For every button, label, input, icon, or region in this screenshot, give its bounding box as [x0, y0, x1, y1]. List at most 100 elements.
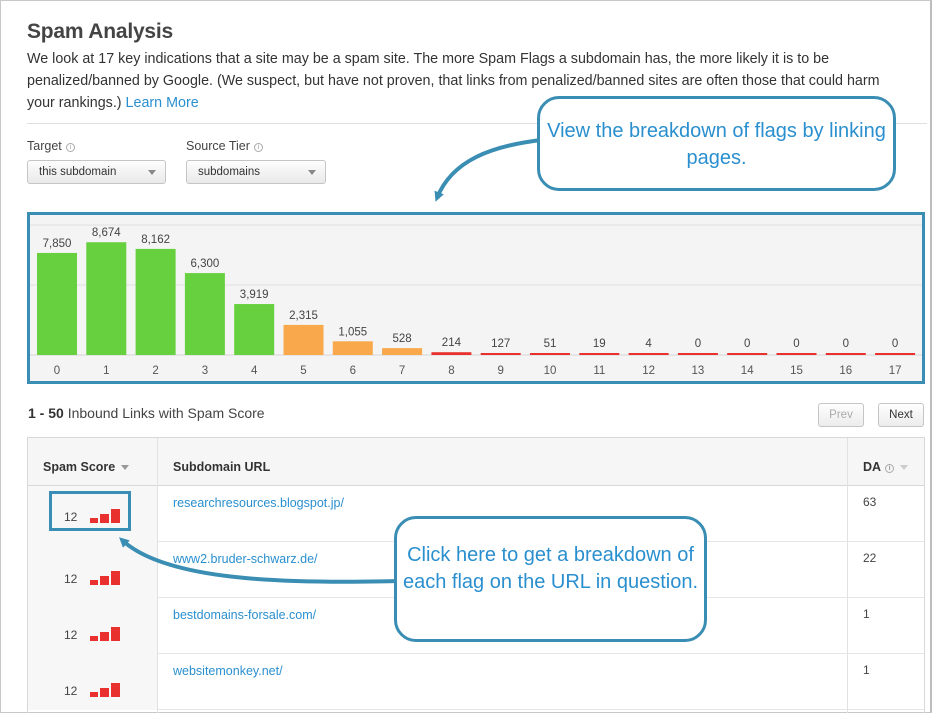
spam-score-highlight-box [49, 491, 131, 531]
chart-data-label: 8,162 [141, 234, 170, 246]
chart-bar[interactable] [234, 304, 275, 355]
callout-url-breakdown: Click here to get a breakdown of each fl… [394, 516, 707, 642]
chart-data-label: 3,919 [240, 289, 269, 301]
chart-bar[interactable] [135, 248, 176, 355]
chart-tick-label: 9 [497, 365, 503, 377]
table-header: Spam Score Subdomain URL DA i [28, 438, 924, 486]
intro-text: We look at 17 key indications that a sit… [27, 51, 880, 111]
target-select-value: this subdomain [39, 166, 117, 178]
chart-tick-label: 3 [202, 365, 208, 377]
chart-bar[interactable] [382, 348, 423, 355]
page-title: Spam Analysis [27, 20, 174, 43]
info-icon[interactable]: i [65, 143, 75, 152]
subdomain-url-link[interactable]: websitemonkey.net/ [173, 664, 283, 678]
domain-authority-value: 1 [863, 607, 870, 621]
intro-paragraph: We look at 17 key indications that a sit… [27, 48, 907, 114]
chart-tick-label: 11 [593, 365, 605, 377]
target-label: Target i [27, 139, 75, 153]
domain-authority-value: 1 [863, 663, 870, 677]
subdomain-url-link[interactable]: bestdomains-forsale.com/ [173, 608, 317, 622]
learn-more-link[interactable]: Learn More [125, 95, 199, 111]
spam-score-cell[interactable]: 12 [28, 542, 157, 598]
chart-data-label: 2,315 [289, 310, 318, 322]
spam-score-bars-icon[interactable] [90, 509, 122, 523]
spam-score-value: 12 [64, 684, 78, 698]
source-tier-select-value: subdomains [198, 166, 261, 178]
chart-bar[interactable] [431, 352, 472, 355]
subdomain-url-link[interactable]: researchresources.blogspot.jp/ [173, 496, 344, 510]
chart-data-label: 7,850 [43, 238, 72, 250]
source-tier-label: Source Tier i [186, 139, 263, 153]
spam-score-column-header[interactable]: Spam Score [43, 460, 130, 474]
chart-bar[interactable] [628, 353, 669, 355]
list-range: 1 - 50 [28, 405, 64, 421]
divider [27, 123, 927, 124]
source-tier-select[interactable]: subdomains [186, 160, 326, 184]
subdomain-url-link[interactable]: www2.bruder-schwarz.de/ [173, 552, 318, 566]
sort-icon[interactable] [121, 465, 130, 470]
list-title-text: Inbound Links with Spam Score [67, 405, 265, 421]
chart-bar[interactable] [86, 242, 127, 355]
chart-tick-label: 1 [103, 365, 109, 377]
url-column-header[interactable]: Subdomain URL [173, 460, 270, 474]
chart-tick-label: 8 [448, 365, 454, 377]
chart-data-label: 0 [892, 338, 898, 350]
chart-bar[interactable] [579, 353, 620, 355]
chart-bar[interactable] [776, 353, 817, 355]
spam-score-bars-icon[interactable] [90, 627, 122, 641]
chart-data-label: 8,674 [92, 227, 121, 239]
chart-bar[interactable] [184, 273, 225, 355]
chart-bar[interactable] [530, 353, 570, 355]
chart-tick-label: 15 [790, 365, 803, 377]
table-row: 12 websitemonkey.net/1 [28, 654, 924, 710]
chart-data-label: 51 [544, 338, 557, 350]
chart-bar[interactable] [332, 341, 373, 355]
chart-bar[interactable] [480, 353, 521, 355]
chart-tick-label: 2 [152, 365, 158, 377]
chart-bar[interactable] [875, 353, 916, 355]
chart-data-label: 214 [442, 337, 462, 349]
info-icon[interactable]: i [885, 464, 895, 473]
spam-score-value: 12 [64, 510, 78, 524]
chart-tick-label: 4 [251, 365, 258, 377]
domain-authority-value: 63 [863, 495, 877, 509]
chart-data-label: 6,300 [191, 258, 220, 270]
da-column-header[interactable]: DA i [863, 460, 909, 474]
chart-data-label: 1,055 [338, 326, 367, 338]
target-label-text: Target [27, 139, 62, 153]
chart-tick-label: 14 [741, 365, 754, 377]
chart-data-label: 0 [744, 338, 750, 350]
chart-bar[interactable] [283, 324, 324, 355]
chart-tick-label: 7 [399, 365, 405, 377]
spam-score-bars-icon[interactable] [90, 571, 122, 585]
sort-icon[interactable] [900, 465, 909, 470]
chart-data-label: 0 [793, 338, 799, 350]
url-header-label: Subdomain URL [173, 460, 271, 474]
chart-data-label: 0 [843, 338, 849, 350]
spam-score-cell[interactable]: 12 [28, 598, 157, 654]
prev-button[interactable]: Prev [818, 403, 864, 427]
chart-data-label: 19 [593, 338, 606, 350]
info-icon[interactable]: i [253, 143, 263, 152]
spam-score-bars-icon[interactable] [90, 683, 122, 697]
chart-bar[interactable] [677, 353, 718, 355]
spam-score-header-label: Spam Score [43, 460, 116, 474]
chart-tick-label: 6 [350, 365, 356, 377]
chart-tick-label: 5 [300, 365, 306, 377]
chart-bar[interactable] [37, 252, 77, 355]
spam-score-value: 12 [64, 572, 78, 586]
spam-flags-chart: 7,850 0 8,674 1 8,162 2 6,300 3 3,919 4 2,315 5 1,05… [27, 212, 925, 384]
chart-bar[interactable] [727, 353, 768, 355]
column-divider [847, 438, 848, 713]
spam-score-cell[interactable]: 12 [28, 654, 157, 710]
column-divider [157, 438, 158, 713]
chart-tick-label: 10 [544, 365, 557, 377]
chart-data-label: 127 [491, 338, 510, 350]
da-header-label: DA [863, 460, 882, 474]
chart-tick-label: 13 [692, 365, 705, 377]
target-select[interactable]: this subdomain [27, 160, 166, 184]
callout-flags-breakdown: View the breakdown of flags by linking p… [537, 96, 896, 191]
chart-bar[interactable] [825, 353, 866, 355]
next-button[interactable]: Next [878, 403, 924, 427]
spam-score-value: 12 [64, 628, 78, 642]
